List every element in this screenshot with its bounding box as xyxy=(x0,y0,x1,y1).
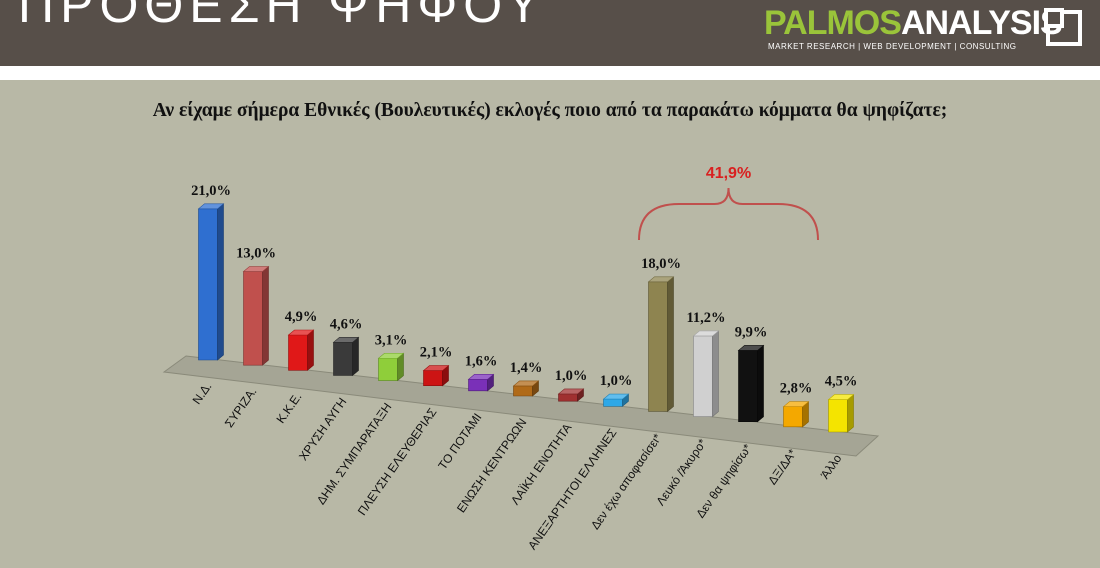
bar xyxy=(647,276,675,413)
header-divider xyxy=(0,66,1100,80)
value-label: 1,0% xyxy=(600,373,633,389)
value-label: 18,0% xyxy=(641,256,681,272)
category-label: ΣΥΡΙΖΑ. xyxy=(222,385,260,430)
bar xyxy=(287,329,315,371)
bar xyxy=(332,336,360,377)
logo-tagline: MARKET RESEARCH | WEB DEVELOPMENT | CONS… xyxy=(768,42,1017,51)
value-label: 1,6% xyxy=(465,353,498,369)
category-label: Λευκό /Άκυρο* xyxy=(653,436,709,508)
value-label: 3,1% xyxy=(375,332,408,348)
value-label: 13,0% xyxy=(236,246,276,262)
category-label: Κ.Κ.Ε. xyxy=(273,390,304,426)
category-label: Άλλο xyxy=(818,451,845,481)
logo-name-part1: PALMOS xyxy=(764,4,902,42)
value-label: 1,4% xyxy=(510,360,543,376)
bar xyxy=(512,380,540,397)
value-label: 2,1% xyxy=(420,345,453,361)
category-label: ΑΝΕΞΑΡΤΗΤΟΙ ΕΛΛΗΝΕΣ xyxy=(525,426,619,552)
bar xyxy=(467,373,495,392)
annotation-brace xyxy=(638,187,819,241)
value-label: 4,9% xyxy=(285,309,318,325)
value-label: 1,0% xyxy=(555,368,588,384)
page-title: ΠΡΟΘΕΣΗ ΨΗΦΟΥ xyxy=(18,0,546,33)
value-label: 4,5% xyxy=(825,374,858,390)
value-label: 11,2% xyxy=(686,310,725,326)
bar xyxy=(827,393,855,433)
bar xyxy=(737,344,765,423)
bar xyxy=(782,401,810,428)
value-label: 4,6% xyxy=(330,316,363,332)
chart-title: Αν είχαμε σήμερα Εθνικές (Βουλευτικές) ε… xyxy=(152,100,948,121)
palmos-analysis-logo: PALMOSANALYSIS MARKET RESEARCH | WEB DEV… xyxy=(764,4,1094,60)
bar xyxy=(422,364,450,387)
category-label: Ν.Δ. xyxy=(190,380,215,407)
bar xyxy=(197,203,225,361)
header-bar: ΠΡΟΘΕΣΗ ΨΗΦΟΥ PALMOSANALYSIS MARKET RESE… xyxy=(0,0,1100,66)
bar xyxy=(377,352,405,382)
logo-square-icon xyxy=(1044,8,1082,46)
bar xyxy=(242,265,270,366)
logo-wordmark: PALMOSANALYSIS xyxy=(764,4,1063,43)
chart-floor xyxy=(162,355,880,457)
bar xyxy=(692,330,720,418)
category-label: ΔΞ/ΔΑ* xyxy=(765,446,800,487)
bar xyxy=(557,388,585,402)
category-label: ΤΟ ΠΟΤΑΜΙ xyxy=(435,411,484,473)
value-label: 2,8% xyxy=(780,381,813,397)
annotation-total-label: 41,9% xyxy=(706,165,751,182)
category-label: ΧΡΥΣΗ ΑΥΓΗ xyxy=(296,395,349,463)
value-label: 9,9% xyxy=(735,324,768,340)
value-label: 21,0% xyxy=(191,183,231,199)
bar xyxy=(602,393,630,407)
logo-name-part2: ANALYSIS xyxy=(900,4,1063,42)
